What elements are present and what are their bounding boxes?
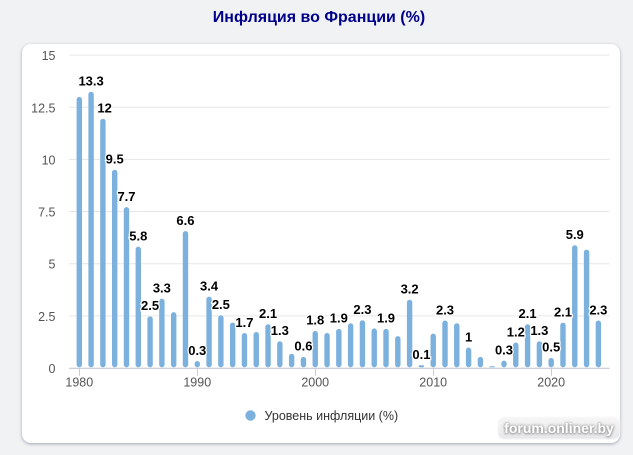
svg-text:1.8: 1.8 (306, 313, 324, 328)
svg-text:3.3: 3.3 (153, 280, 171, 295)
svg-text:3.2: 3.2 (401, 282, 419, 297)
svg-text:1980: 1980 (65, 376, 93, 390)
svg-text:2.3: 2.3 (436, 302, 454, 317)
svg-text:1: 1 (465, 329, 472, 344)
svg-text:9.5: 9.5 (106, 152, 124, 167)
svg-text:7.5: 7.5 (38, 206, 55, 220)
svg-text:0: 0 (49, 362, 56, 376)
svg-text:5: 5 (49, 258, 56, 272)
svg-text:0.5: 0.5 (542, 340, 560, 355)
svg-text:2.5: 2.5 (212, 297, 230, 312)
svg-text:2.5: 2.5 (141, 298, 159, 313)
svg-text:1.3: 1.3 (271, 323, 289, 338)
svg-text:0.1: 0.1 (412, 347, 430, 362)
svg-text:2010: 2010 (419, 376, 447, 390)
svg-text:2.1: 2.1 (519, 306, 537, 321)
svg-text:2.5: 2.5 (38, 310, 55, 324)
svg-text:2.1: 2.1 (259, 306, 277, 321)
svg-text:2.3: 2.3 (589, 302, 607, 317)
svg-text:0.6: 0.6 (294, 339, 312, 354)
svg-text:1.3: 1.3 (530, 323, 548, 338)
svg-text:0.3: 0.3 (188, 343, 206, 358)
svg-text:7.7: 7.7 (117, 189, 135, 204)
svg-text:15: 15 (42, 49, 56, 63)
svg-text:6.6: 6.6 (176, 213, 194, 228)
svg-text:10: 10 (42, 153, 56, 167)
svg-text:1.7: 1.7 (235, 315, 253, 330)
svg-text:0.3: 0.3 (495, 342, 513, 357)
svg-text:2.1: 2.1 (554, 304, 572, 319)
svg-text:Уровень инфляции (%): Уровень инфляции (%) (265, 409, 399, 423)
svg-text:1.9: 1.9 (377, 311, 395, 326)
svg-text:12: 12 (97, 101, 111, 116)
svg-text:2.3: 2.3 (353, 302, 371, 317)
svg-text:1.2: 1.2 (507, 324, 525, 339)
svg-text:2000: 2000 (301, 376, 329, 390)
svg-text:13.3: 13.3 (78, 74, 103, 89)
svg-text:1.9: 1.9 (330, 311, 348, 326)
svg-text:5.8: 5.8 (129, 228, 147, 243)
svg-text:5.9: 5.9 (566, 227, 584, 242)
svg-text:2020: 2020 (537, 376, 565, 390)
svg-text:12.5: 12.5 (31, 101, 55, 115)
svg-text:1990: 1990 (183, 376, 211, 390)
svg-text:3.4: 3.4 (200, 278, 219, 293)
